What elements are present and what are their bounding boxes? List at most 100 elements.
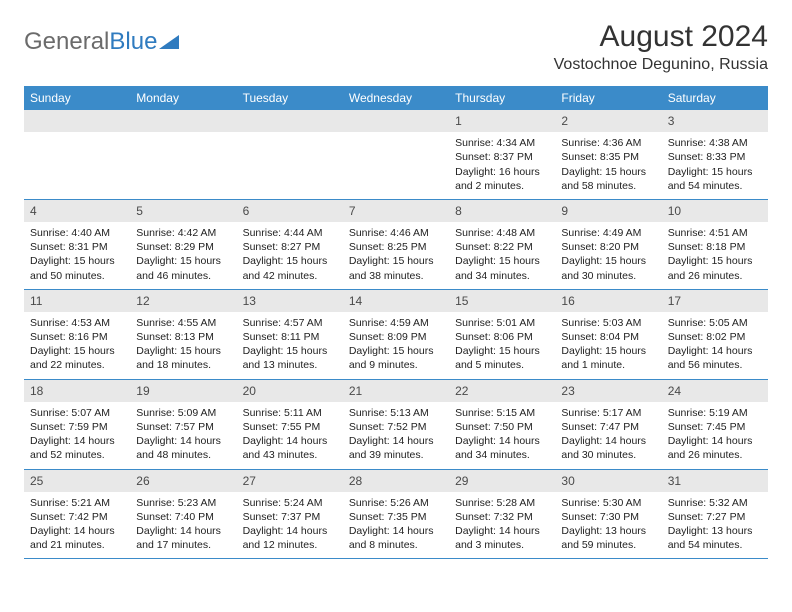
day-body: Sunrise: 5:32 AMSunset: 7:27 PMDaylight:… xyxy=(662,494,768,559)
day-number: 25 xyxy=(24,470,130,492)
sunrise-text: Sunrise: 5:19 AM xyxy=(668,406,762,420)
sunrise-text: Sunrise: 4:46 AM xyxy=(349,226,443,240)
weekday-thursday: Thursday xyxy=(449,86,555,110)
sunrise-text: Sunrise: 4:38 AM xyxy=(668,136,762,150)
day-number: 23 xyxy=(555,380,661,402)
sunrise-text: Sunrise: 5:17 AM xyxy=(561,406,655,420)
sunset-text: Sunset: 8:33 PM xyxy=(668,150,762,164)
day-cell: 17Sunrise: 5:05 AMSunset: 8:02 PMDayligh… xyxy=(662,290,768,379)
day-number: 16 xyxy=(555,290,661,312)
daylight-text: Daylight: 15 hours and 13 minutes. xyxy=(243,344,337,372)
daylight-text: Daylight: 14 hours and 21 minutes. xyxy=(30,524,124,552)
sunrise-text: Sunrise: 5:26 AM xyxy=(349,496,443,510)
sunrise-text: Sunrise: 5:01 AM xyxy=(455,316,549,330)
day-number: 28 xyxy=(343,470,449,492)
week-row: 25Sunrise: 5:21 AMSunset: 7:42 PMDayligh… xyxy=(24,470,768,560)
day-number: 4 xyxy=(24,200,130,222)
weekday-tuesday: Tuesday xyxy=(237,86,343,110)
daylight-text: Daylight: 13 hours and 59 minutes. xyxy=(561,524,655,552)
day-number: 7 xyxy=(343,200,449,222)
day-cell: 16Sunrise: 5:03 AMSunset: 8:04 PMDayligh… xyxy=(555,290,661,379)
sunset-text: Sunset: 8:06 PM xyxy=(455,330,549,344)
sunset-text: Sunset: 7:47 PM xyxy=(561,420,655,434)
weekday-saturday: Saturday xyxy=(662,86,768,110)
day-body: Sunrise: 4:51 AMSunset: 8:18 PMDaylight:… xyxy=(662,224,768,289)
day-number: 21 xyxy=(343,380,449,402)
sunset-text: Sunset: 7:32 PM xyxy=(455,510,549,524)
day-number: 10 xyxy=(662,200,768,222)
day-number: 3 xyxy=(662,110,768,132)
day-cell: 3Sunrise: 4:38 AMSunset: 8:33 PMDaylight… xyxy=(662,110,768,199)
sunrise-text: Sunrise: 5:24 AM xyxy=(243,496,337,510)
day-body: Sunrise: 5:23 AMSunset: 7:40 PMDaylight:… xyxy=(130,494,236,559)
day-cell: 8Sunrise: 4:48 AMSunset: 8:22 PMDaylight… xyxy=(449,200,555,289)
day-body: Sunrise: 4:36 AMSunset: 8:35 PMDaylight:… xyxy=(555,134,661,199)
weekday-sunday: Sunday xyxy=(24,86,130,110)
sunrise-text: Sunrise: 4:48 AM xyxy=(455,226,549,240)
day-cell: 7Sunrise: 4:46 AMSunset: 8:25 PMDaylight… xyxy=(343,200,449,289)
daylight-text: Daylight: 14 hours and 12 minutes. xyxy=(243,524,337,552)
daylight-text: Daylight: 15 hours and 46 minutes. xyxy=(136,254,230,282)
daylight-text: Daylight: 15 hours and 30 minutes. xyxy=(561,254,655,282)
sunset-text: Sunset: 8:18 PM xyxy=(668,240,762,254)
day-cell xyxy=(24,110,130,199)
day-cell: 22Sunrise: 5:15 AMSunset: 7:50 PMDayligh… xyxy=(449,380,555,469)
sunset-text: Sunset: 8:09 PM xyxy=(349,330,443,344)
sunset-text: Sunset: 8:35 PM xyxy=(561,150,655,164)
day-cell xyxy=(343,110,449,199)
day-body: Sunrise: 5:28 AMSunset: 7:32 PMDaylight:… xyxy=(449,494,555,559)
sunrise-text: Sunrise: 5:13 AM xyxy=(349,406,443,420)
day-cell: 12Sunrise: 4:55 AMSunset: 8:13 PMDayligh… xyxy=(130,290,236,379)
day-number: 26 xyxy=(130,470,236,492)
day-number: 11 xyxy=(24,290,130,312)
day-number: 27 xyxy=(237,470,343,492)
daylight-text: Daylight: 14 hours and 39 minutes. xyxy=(349,434,443,462)
day-number: 8 xyxy=(449,200,555,222)
day-number: 20 xyxy=(237,380,343,402)
sunrise-text: Sunrise: 5:30 AM xyxy=(561,496,655,510)
day-cell: 29Sunrise: 5:28 AMSunset: 7:32 PMDayligh… xyxy=(449,470,555,559)
sunset-text: Sunset: 8:31 PM xyxy=(30,240,124,254)
day-cell: 11Sunrise: 4:53 AMSunset: 8:16 PMDayligh… xyxy=(24,290,130,379)
day-body: Sunrise: 5:24 AMSunset: 7:37 PMDaylight:… xyxy=(237,494,343,559)
day-body: Sunrise: 4:34 AMSunset: 8:37 PMDaylight:… xyxy=(449,134,555,199)
day-cell: 1Sunrise: 4:34 AMSunset: 8:37 PMDaylight… xyxy=(449,110,555,199)
sunset-text: Sunset: 8:11 PM xyxy=(243,330,337,344)
sunset-text: Sunset: 7:52 PM xyxy=(349,420,443,434)
daylight-text: Daylight: 15 hours and 22 minutes. xyxy=(30,344,124,372)
day-cell: 21Sunrise: 5:13 AMSunset: 7:52 PMDayligh… xyxy=(343,380,449,469)
day-body: Sunrise: 5:30 AMSunset: 7:30 PMDaylight:… xyxy=(555,494,661,559)
daylight-text: Daylight: 15 hours and 18 minutes. xyxy=(136,344,230,372)
day-body: Sunrise: 5:26 AMSunset: 7:35 PMDaylight:… xyxy=(343,494,449,559)
day-number: 29 xyxy=(449,470,555,492)
day-body: Sunrise: 5:13 AMSunset: 7:52 PMDaylight:… xyxy=(343,404,449,469)
sunset-text: Sunset: 8:22 PM xyxy=(455,240,549,254)
day-body: Sunrise: 4:59 AMSunset: 8:09 PMDaylight:… xyxy=(343,314,449,379)
day-cell: 4Sunrise: 4:40 AMSunset: 8:31 PMDaylight… xyxy=(24,200,130,289)
day-cell: 31Sunrise: 5:32 AMSunset: 7:27 PMDayligh… xyxy=(662,470,768,559)
header: GeneralBlue August 2024 Vostochnoe Degun… xyxy=(24,20,768,74)
day-cell: 10Sunrise: 4:51 AMSunset: 8:18 PMDayligh… xyxy=(662,200,768,289)
day-cell: 9Sunrise: 4:49 AMSunset: 8:20 PMDaylight… xyxy=(555,200,661,289)
empty-day-number xyxy=(24,110,130,132)
day-number: 22 xyxy=(449,380,555,402)
sunset-text: Sunset: 8:02 PM xyxy=(668,330,762,344)
day-body: Sunrise: 4:55 AMSunset: 8:13 PMDaylight:… xyxy=(130,314,236,379)
sunrise-text: Sunrise: 4:36 AM xyxy=(561,136,655,150)
daylight-text: Daylight: 15 hours and 9 minutes. xyxy=(349,344,443,372)
daylight-text: Daylight: 15 hours and 42 minutes. xyxy=(243,254,337,282)
logo-text-blue: Blue xyxy=(109,28,157,56)
sunset-text: Sunset: 7:27 PM xyxy=(668,510,762,524)
day-body: Sunrise: 4:53 AMSunset: 8:16 PMDaylight:… xyxy=(24,314,130,379)
sunrise-text: Sunrise: 5:05 AM xyxy=(668,316,762,330)
daylight-text: Daylight: 14 hours and 56 minutes. xyxy=(668,344,762,372)
day-cell: 18Sunrise: 5:07 AMSunset: 7:59 PMDayligh… xyxy=(24,380,130,469)
sunset-text: Sunset: 8:29 PM xyxy=(136,240,230,254)
daylight-text: Daylight: 15 hours and 58 minutes. xyxy=(561,165,655,193)
day-number: 12 xyxy=(130,290,236,312)
day-number: 14 xyxy=(343,290,449,312)
day-body: Sunrise: 5:19 AMSunset: 7:45 PMDaylight:… xyxy=(662,404,768,469)
sunrise-text: Sunrise: 5:15 AM xyxy=(455,406,549,420)
sunset-text: Sunset: 7:30 PM xyxy=(561,510,655,524)
day-body: Sunrise: 4:44 AMSunset: 8:27 PMDaylight:… xyxy=(237,224,343,289)
